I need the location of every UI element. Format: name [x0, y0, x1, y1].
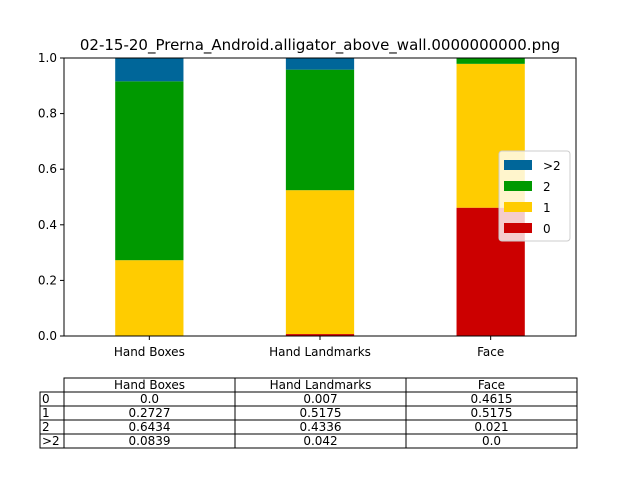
bar-segment-1-3 [285, 57, 355, 70]
table-row-label: 0 [42, 392, 50, 406]
legend-label: 0 [543, 222, 551, 236]
chart-title: 02-15-20_Prerna_Android.alligator_above_… [80, 36, 560, 55]
y-tick-label: 1.0 [38, 51, 57, 65]
legend: >2 2 1 0 [498, 150, 571, 242]
bar-segment-0-1 [115, 260, 184, 336]
y-tick-label: 0.0 [38, 329, 57, 343]
legend-swatch [504, 160, 532, 170]
table-cell-value: 0.0 [482, 434, 501, 448]
table-column-header: Hand Landmarks [270, 378, 372, 392]
legend-swatch [504, 202, 532, 212]
x-tick-label: Hand Boxes [114, 345, 185, 359]
table-cell-value: 0.021 [474, 420, 508, 434]
bar-segment-1-1 [285, 190, 355, 335]
axes-layer: 0.0 0.2 0.4 0.6 0.8 1.0 Hand Boxes Hand Landmar… [38, 51, 577, 359]
table-row-label: >2 [42, 434, 60, 448]
y-tick-label: 0.6 [38, 162, 57, 176]
table-cell-value: 0.4336 [300, 420, 342, 434]
table-column-header: Face [478, 378, 505, 392]
y-tick-label: 0.4 [38, 218, 57, 232]
table-cell-value: 0.5175 [471, 406, 513, 420]
y-tick-label: 0.2 [38, 273, 57, 287]
x-tick-label: Hand Landmarks [269, 345, 371, 359]
bar-segment-1-0 [285, 334, 355, 336]
y-tick-label: 0.8 [38, 107, 57, 121]
data-table: Hand Boxes Hand Landmarks Face 0 0.0 0.007 0.4… [39, 377, 578, 449]
table-cell-value: 0.5175 [300, 406, 342, 420]
bar-segment-1-2 [285, 69, 355, 191]
table-cell-value: 0.007 [303, 392, 337, 406]
table-cell-value: 0.0 [140, 392, 159, 406]
bar-segment-2-2 [456, 58, 525, 64]
legend-swatch [504, 223, 532, 233]
bar-segment-0-2 [115, 81, 184, 261]
table-cell-value: 0.042 [303, 434, 337, 448]
legend-label: 1 [543, 201, 551, 215]
legend-swatch [504, 181, 532, 191]
table-cell-value: 0.6434 [129, 420, 171, 434]
table-cell-value: 0.4615 [471, 392, 513, 406]
bars-layer [115, 57, 525, 336]
table-column-header: Hand Boxes [114, 378, 185, 392]
table-cell-value: 0.2727 [129, 406, 171, 420]
x-tick-label: Face [477, 345, 504, 359]
table-row-label: 2 [42, 420, 50, 434]
bar-segment-0-3 [115, 58, 184, 82]
legend-label: >2 [543, 159, 561, 173]
table-row-label: 1 [42, 406, 50, 420]
legend-label: 2 [543, 180, 551, 194]
table-cell [405, 433, 578, 449]
legend-box [498, 150, 571, 242]
table-cell-value: 0.0839 [129, 434, 171, 448]
